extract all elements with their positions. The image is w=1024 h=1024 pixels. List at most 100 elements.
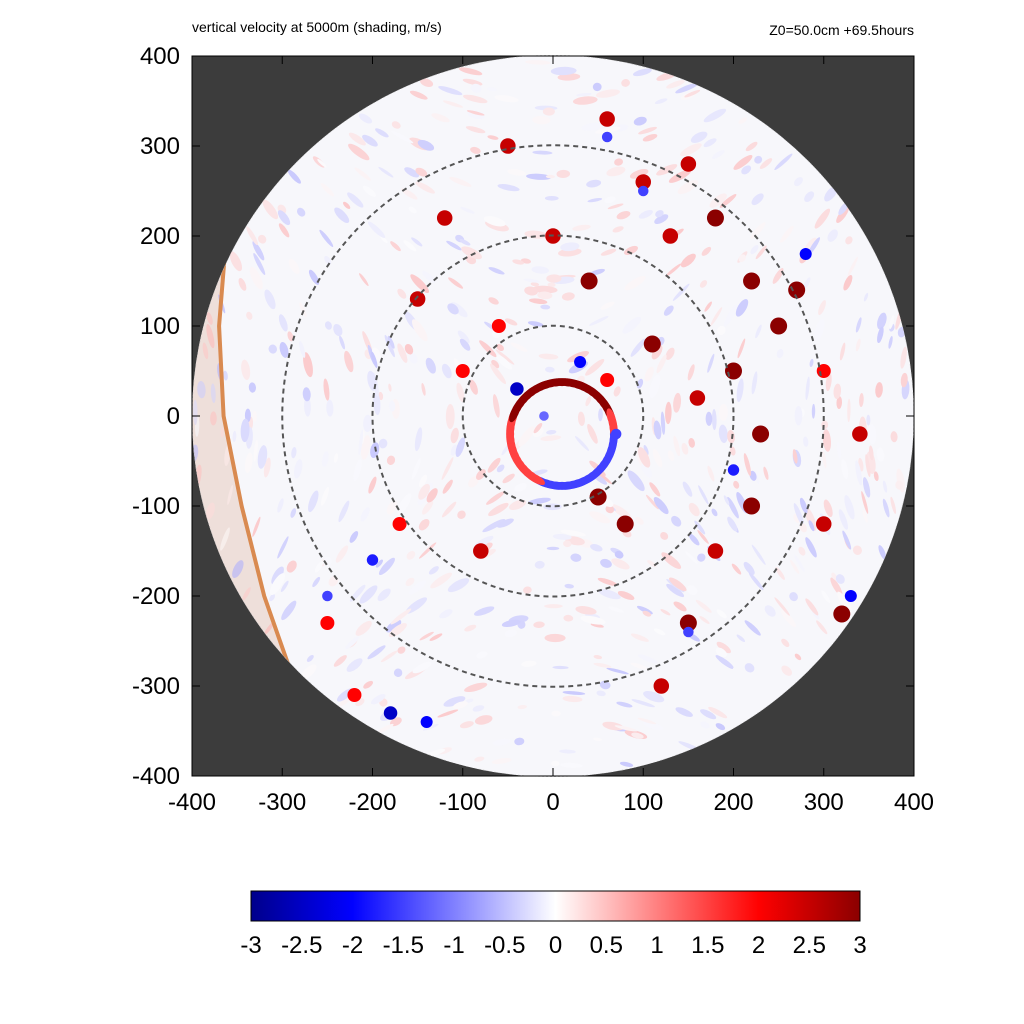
texture-patch: [600, 301, 615, 310]
texture-patch: [544, 633, 566, 643]
texture-patch: [837, 591, 853, 614]
texture-patch: [593, 662, 612, 668]
x-tick-label: 200: [713, 789, 753, 816]
texture-patch: [241, 359, 251, 381]
texture-patch: [818, 300, 826, 316]
texture-patch: [523, 586, 532, 594]
texture-patch: [476, 469, 486, 480]
texture-patch: [523, 278, 540, 283]
texture-patch: [240, 418, 250, 443]
updraft-cell: [707, 543, 724, 559]
texture-patch: [611, 558, 630, 570]
texture-patch: [479, 340, 497, 358]
texture-patch: [716, 641, 731, 654]
texture-patch: [630, 662, 648, 670]
texture-patch: [563, 614, 574, 622]
texture-patch: [390, 241, 401, 252]
texture-patch: [719, 194, 737, 208]
texture-patch: [426, 488, 438, 503]
texture-patch: [232, 430, 237, 443]
texture-patch: [474, 715, 493, 725]
updraft-cell: [752, 425, 770, 443]
texture-patch: [878, 545, 887, 560]
texture-patch: [397, 343, 408, 363]
updraft-cell: [320, 616, 335, 630]
texture-patch: [540, 304, 551, 310]
updraft-cell: [833, 605, 851, 623]
texture-patch: [598, 589, 621, 600]
texture-patch: [268, 344, 277, 354]
texture-patch: [836, 396, 843, 409]
texture-patch: [606, 667, 629, 675]
texture-patch: [538, 353, 559, 360]
texture-patch: [279, 341, 289, 358]
updraft-cell: [679, 614, 697, 632]
texture-patch: [431, 113, 450, 123]
texture-patch: [593, 654, 603, 660]
texture-patch: [727, 516, 738, 532]
texture-patch: [700, 709, 717, 720]
texture-patch: [418, 542, 437, 559]
texture-patch: [544, 604, 563, 609]
texture-patch: [868, 445, 874, 461]
colorbar-tick-label: -3: [240, 932, 261, 959]
texture-patch: [491, 359, 500, 369]
texture-patch: [789, 592, 798, 602]
texture-patch: [798, 546, 806, 556]
texture-patch: [764, 605, 776, 617]
texture-patch: [404, 167, 420, 178]
texture-patch: [502, 473, 515, 484]
texture-patch: [667, 450, 675, 461]
texture-patch: [794, 653, 802, 661]
texture-patch: [320, 486, 329, 506]
texture-patch: [775, 566, 785, 580]
texture-patch: [824, 186, 838, 202]
texture-patch: [859, 393, 864, 407]
texture-patch: [504, 629, 517, 638]
colorbar: [250, 890, 861, 922]
texture-patch: [450, 444, 458, 456]
texture-patch: [809, 358, 814, 368]
texture-patch: [862, 477, 871, 498]
texture-patch: [380, 235, 388, 244]
texture-patch: [803, 277, 811, 289]
texture-patch: [510, 342, 528, 352]
updraft-cell: [455, 364, 470, 378]
texture-patch: [688, 533, 700, 546]
texture-patch: [821, 590, 831, 603]
texture-patch: [455, 437, 465, 457]
texture-patch: [877, 312, 887, 330]
texture-patch: [253, 439, 258, 462]
updraft-cell: [653, 678, 670, 694]
colorbar-tick-label: 1: [650, 932, 663, 959]
x-tick-label: -300: [258, 789, 306, 816]
texture-patch: [656, 354, 667, 374]
updraft-cell: [500, 138, 516, 154]
texture-patch: [227, 484, 233, 505]
texture-patch: [269, 573, 286, 595]
texture-patch: [482, 519, 506, 533]
texture-patch: [754, 155, 763, 164]
updraft-cell: [788, 281, 806, 299]
colorbar-tick-label: 1.5: [691, 932, 724, 959]
texture-patch: [210, 383, 216, 403]
texture-patch: [362, 185, 377, 197]
texture-patch: [496, 464, 505, 473]
texture-patch: [855, 317, 862, 333]
texture-patch: [262, 199, 279, 220]
texture-patch: [487, 457, 501, 473]
texture-patch: [660, 609, 671, 616]
texture-patch: [733, 154, 753, 170]
texture-patch: [736, 378, 744, 403]
texture-patch: [805, 376, 810, 401]
texture-patch: [750, 222, 766, 239]
texture-patch: [242, 587, 251, 601]
texture-patch: [445, 403, 455, 430]
texture-patch: [852, 545, 862, 556]
chart-title: vertical velocity at 5000m (shading, m/s…: [192, 19, 442, 35]
texture-patch: [729, 446, 736, 456]
texture-patch: [495, 349, 515, 365]
texture-patch: [680, 143, 702, 157]
texture-patch: [486, 491, 505, 505]
texture-patch: [496, 518, 514, 528]
